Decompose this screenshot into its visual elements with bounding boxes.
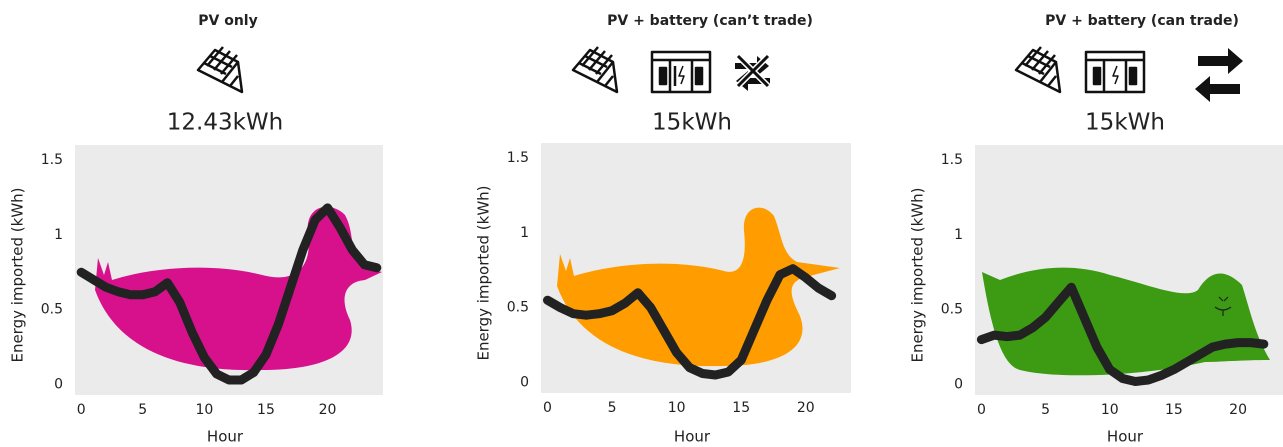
x-tick-label: 0	[77, 402, 86, 418]
x-tick-label: 10	[195, 402, 213, 418]
x-tick-label: 15	[1165, 402, 1183, 418]
y-tick-label: 1	[54, 227, 63, 243]
y-axis-label: Energy imported (kWh)	[9, 187, 27, 362]
no-trade-icon	[735, 56, 770, 91]
x-tick-label: 20	[319, 402, 337, 418]
x-tick-label: 15	[732, 400, 750, 416]
trade-icon	[1195, 48, 1243, 102]
y-tick-label: 0	[520, 375, 529, 391]
solar-panel-icon	[1016, 47, 1060, 92]
y-tick-label: 0	[54, 377, 63, 393]
icons	[198, 47, 1243, 102]
x-tick-label: 20	[1229, 402, 1247, 418]
y-axis-label: Energy imported (kWh)	[475, 185, 493, 360]
y-tick-label: 0.5	[507, 300, 529, 316]
x-tick-label: 5	[1041, 402, 1050, 418]
y-tick-label: 0.5	[41, 302, 63, 318]
x-tick-label: 0	[977, 402, 986, 418]
y-tick-label: 1.5	[41, 152, 63, 168]
dashboard: PV only 12.43kWh Energy imported (kWh) Hour…	[0, 0, 1283, 447]
solar-panel-icon	[573, 47, 617, 92]
y-tick-label: 1	[520, 225, 529, 241]
energy-total: 12.43kWh	[167, 110, 283, 136]
x-tick-label: 20	[797, 400, 815, 416]
y-tick-label: 1	[954, 227, 963, 243]
x-tick-label: 15	[257, 402, 275, 418]
y-tick-label: 0.5	[941, 302, 963, 318]
battery-icon	[652, 52, 710, 92]
chart-title: PV + battery (can’t trade)	[607, 13, 813, 29]
y-tick-label: 1.5	[507, 150, 529, 166]
x-tick-label: 0	[543, 400, 552, 416]
x-tick-label: 10	[668, 400, 686, 416]
x-axis-label: Hour	[674, 428, 711, 446]
y-tick-label: 0	[954, 377, 963, 393]
energy-total: 15kWh	[1085, 110, 1165, 136]
x-axis-label: Hour	[1107, 428, 1144, 446]
y-axis-label: Energy imported (kWh)	[909, 187, 927, 362]
energy-total: 15kWh	[652, 110, 732, 136]
x-tick-label: 10	[1101, 402, 1119, 418]
chart-title: PV + battery (can trade)	[1045, 13, 1239, 29]
x-tick-label: 5	[138, 402, 147, 418]
x-tick-label: 5	[608, 400, 617, 416]
duck	[982, 268, 1270, 376]
solar-panel-icon	[198, 47, 242, 92]
y-tick-label: 1.5	[941, 152, 963, 168]
chart-title: PV only	[198, 13, 257, 29]
battery-icon	[1086, 52, 1144, 92]
x-axis-label: Hour	[207, 428, 244, 446]
